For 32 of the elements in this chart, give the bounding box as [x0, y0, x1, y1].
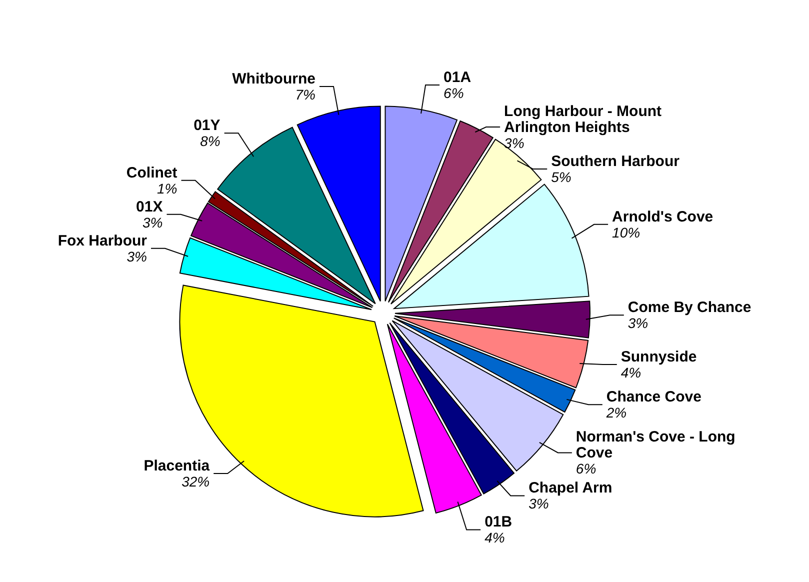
data-label: 4%: [620, 364, 642, 380]
data-label: 8%: [200, 133, 220, 150]
slice-label: Come By Chance: [628, 299, 752, 316]
slice-label: 01B: [484, 514, 512, 531]
data-label: 32%: [182, 473, 210, 490]
data-label: 1%: [157, 180, 178, 196]
slice-label: Arnold's Cove: [612, 208, 714, 226]
data-label: 3%: [126, 248, 148, 264]
data-label: 6%: [444, 85, 464, 102]
data-label: 3%: [142, 214, 163, 230]
slice-label: Chance Cove: [606, 388, 702, 406]
data-label: 2%: [605, 404, 627, 421]
slice-label: Placentia: [144, 457, 210, 474]
data-label: 10%: [612, 224, 640, 240]
data-label: 4%: [484, 530, 505, 546]
slice-label: Norman's Cove - Long Cove: [576, 428, 736, 462]
data-label: 3%: [528, 496, 549, 512]
data-label: 5%: [551, 169, 572, 186]
slice-label: 01X: [136, 198, 163, 216]
slice-label: 01A: [444, 69, 472, 86]
slice-label: Long Harbour - Mount Arlington Heights: [504, 103, 662, 136]
data-label: 7%: [295, 86, 316, 102]
slice-label: Southern Harbour: [551, 153, 680, 170]
slice-label: Fox Harbour: [58, 232, 148, 250]
data-label: 3%: [504, 135, 524, 152]
slice-label: Sunnyside: [620, 348, 697, 366]
data-label: 3%: [628, 315, 648, 332]
slice-label: Chapel Arm: [528, 480, 612, 497]
data-label: 6%: [576, 460, 596, 477]
slice-label: 01Y: [194, 117, 220, 134]
slice-label: Whitbourne: [232, 70, 316, 88]
slice-label: Colinet: [126, 164, 178, 182]
